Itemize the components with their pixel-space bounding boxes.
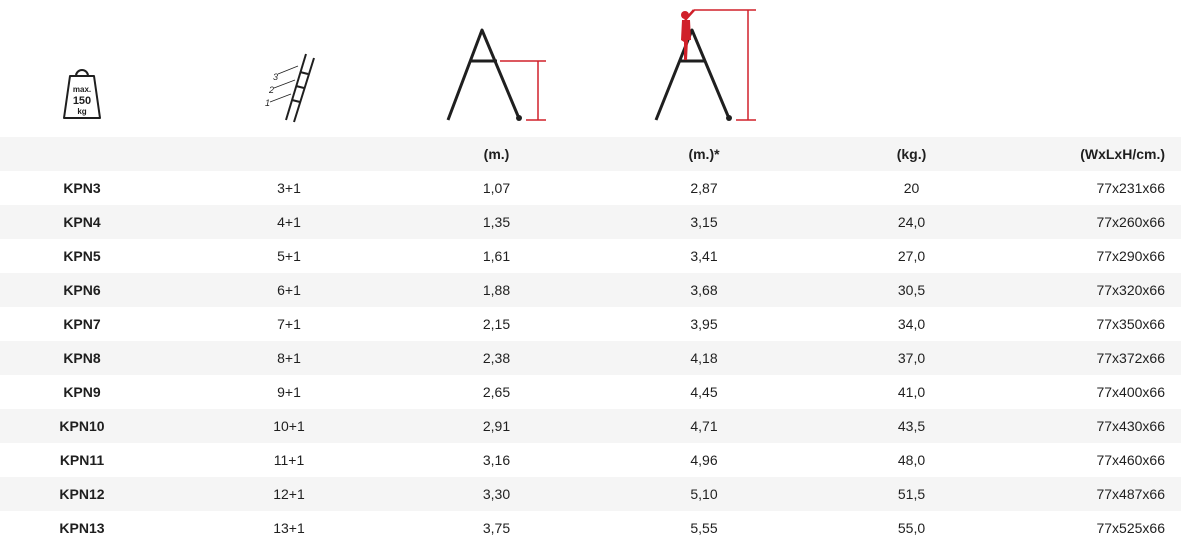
cell-weight: 51,5 — [897, 486, 926, 502]
step-label-1: 1 — [265, 98, 270, 108]
steps-ladder-icon: 3 2 1 — [265, 53, 315, 123]
cell-model: KPN10 — [59, 418, 105, 434]
cell-model: KPN12 — [59, 486, 105, 502]
cell-steps: 4+1 — [277, 214, 301, 230]
header-weight: (kg.) — [896, 146, 927, 162]
working-height-icon — [654, 9, 756, 121]
cell-platform-height: 3,30 — [482, 486, 511, 502]
cell-steps: 8+1 — [277, 350, 301, 366]
table-row: KPN5 5+1 1,61 3,41 27,0 77x290x66 — [0, 239, 1181, 273]
table-row: KPN3 3+1 1,07 2,87 20 77x231x66 — [0, 171, 1181, 205]
cell-dimensions: 77x231x66 — [1096, 180, 1165, 196]
cell-working-height: 4,71 — [690, 418, 718, 434]
cell-steps: 13+1 — [273, 520, 305, 536]
cell-model: KPN8 — [63, 350, 101, 366]
cell-working-height: 4,45 — [690, 384, 718, 400]
weight-icon-line3: kg — [77, 107, 86, 116]
cell-dimensions: 77x487x66 — [1096, 486, 1165, 502]
cell-dimensions: 77x290x66 — [1096, 248, 1165, 264]
cell-working-height: 3,95 — [690, 316, 718, 332]
max-load-weight-icon: max. 150 kg — [63, 69, 101, 119]
cell-working-height: 4,18 — [690, 350, 718, 366]
cell-weight: 27,0 — [897, 248, 926, 264]
product-spec-table: (m.) (m.)* (kg.) (WxLxH/cm.) KPN3 3+1 1,… — [0, 137, 1181, 545]
cell-dimensions: 77x350x66 — [1096, 316, 1165, 332]
weight-icon-line2: 150 — [73, 95, 91, 107]
icon-row: max. 150 kg 3 2 1 — [0, 0, 1181, 138]
table-row: KPN4 4+1 1,35 3,15 24,0 77x260x66 — [0, 205, 1181, 239]
weight-icon-line1: max. — [73, 85, 91, 94]
cell-weight: 55,0 — [897, 520, 926, 536]
header-platform-height: (m.) — [483, 146, 510, 162]
cell-platform-height: 2,15 — [482, 316, 511, 332]
table-row: KPN7 7+1 2,15 3,95 34,0 77x350x66 — [0, 307, 1181, 341]
cell-weight: 43,5 — [897, 418, 926, 434]
cell-dimensions: 77x430x66 — [1096, 418, 1165, 434]
cell-steps: 3+1 — [277, 180, 301, 196]
cell-model: KPN5 — [63, 248, 101, 264]
cell-model: KPN4 — [63, 214, 101, 230]
step-label-3: 3 — [273, 72, 278, 82]
cell-working-height: 3,15 — [690, 214, 718, 230]
cell-steps: 6+1 — [277, 282, 301, 298]
cell-weight: 48,0 — [897, 452, 926, 468]
cell-weight: 24,0 — [897, 214, 926, 230]
cell-weight: 30,5 — [897, 282, 926, 298]
cell-working-height: 5,55 — [690, 520, 718, 536]
table-row: KPN6 6+1 1,88 3,68 30,5 77x320x66 — [0, 273, 1181, 307]
cell-dimensions: 77x460x66 — [1096, 452, 1165, 468]
cell-platform-height: 2,91 — [482, 418, 511, 434]
cell-platform-height: 1,07 — [482, 180, 511, 196]
cell-platform-height: 3,75 — [482, 520, 511, 536]
header-model — [0, 137, 164, 171]
cell-weight: 20 — [903, 180, 920, 196]
table-row: KPN8 8+1 2,38 4,18 37,0 77x372x66 — [0, 341, 1181, 375]
cell-steps: 12+1 — [273, 486, 305, 502]
cell-working-height: 4,96 — [690, 452, 718, 468]
header-dimensions: (WxLxH/cm.) — [1080, 146, 1165, 162]
cell-platform-height: 1,88 — [482, 282, 511, 298]
cell-working-height: 2,87 — [690, 180, 718, 196]
cell-platform-height: 2,38 — [482, 350, 511, 366]
cell-steps: 7+1 — [277, 316, 301, 332]
cell-platform-height: 3,16 — [482, 452, 511, 468]
table-row: KPN11 11+1 3,16 4,96 48,0 77x460x66 — [0, 443, 1181, 477]
cell-dimensions: 77x372x66 — [1096, 350, 1165, 366]
cell-dimensions: 77x525x66 — [1096, 520, 1165, 536]
cell-weight: 41,0 — [897, 384, 926, 400]
cell-working-height: 5,10 — [690, 486, 718, 502]
cell-weight: 34,0 — [897, 316, 926, 332]
table-body: KPN3 3+1 1,07 2,87 20 77x231x66 KPN4 4+1… — [0, 171, 1181, 545]
step-label-2: 2 — [268, 85, 274, 95]
cell-platform-height: 1,35 — [482, 214, 511, 230]
header-working-height: (m.)* — [688, 146, 720, 162]
cell-model: KPN7 — [63, 316, 101, 332]
table-header-row: (m.) (m.)* (kg.) (WxLxH/cm.) — [0, 137, 1181, 171]
cell-dimensions: 77x400x66 — [1096, 384, 1165, 400]
cell-platform-height: 1,61 — [482, 248, 511, 264]
cell-working-height: 3,68 — [690, 282, 718, 298]
cell-model: KPN6 — [63, 282, 101, 298]
header-steps — [164, 137, 414, 171]
cell-dimensions: 77x320x66 — [1096, 282, 1165, 298]
cell-steps: 9+1 — [277, 384, 301, 400]
cell-working-height: 3,41 — [690, 248, 718, 264]
table-row: KPN13 13+1 3,75 5,55 55,0 77x525x66 — [0, 511, 1181, 545]
cell-model: KPN9 — [63, 384, 101, 400]
cell-model: KPN11 — [59, 452, 105, 468]
table-row: KPN12 12+1 3,30 5,10 51,5 77x487x66 — [0, 477, 1181, 511]
cell-steps: 5+1 — [277, 248, 301, 264]
table-row: KPN10 10+1 2,91 4,71 43,5 77x430x66 — [0, 409, 1181, 443]
cell-platform-height: 2,65 — [482, 384, 511, 400]
cell-weight: 37,0 — [897, 350, 926, 366]
platform-height-icon — [446, 28, 546, 121]
table-row: KPN9 9+1 2,65 4,45 41,0 77x400x66 — [0, 375, 1181, 409]
cell-model: KPN13 — [59, 520, 105, 536]
cell-steps: 11+1 — [273, 452, 305, 468]
cell-dimensions: 77x260x66 — [1096, 214, 1165, 230]
cell-steps: 10+1 — [273, 418, 305, 434]
cell-model: KPN3 — [63, 180, 101, 196]
